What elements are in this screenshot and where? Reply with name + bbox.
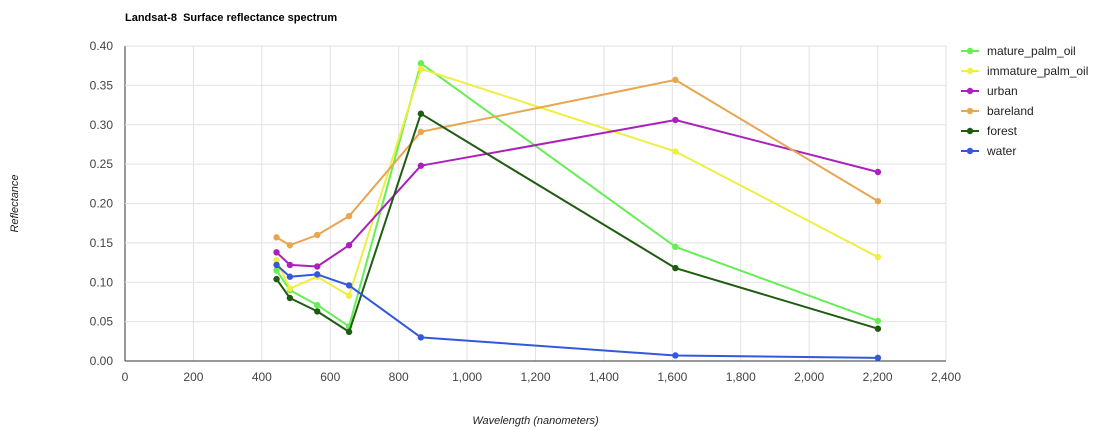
data-point	[273, 267, 280, 274]
data-point	[417, 334, 425, 341]
y-tick-label: 0.35	[90, 78, 114, 92]
legend-label: forest	[987, 124, 1018, 138]
y-tick-label: 0.10	[90, 275, 114, 289]
data-point	[314, 301, 321, 309]
data-point	[874, 253, 882, 261]
data-point	[273, 275, 280, 283]
x-tick-label: 2,400	[931, 370, 961, 384]
data-point	[286, 273, 294, 280]
data-point	[417, 110, 425, 117]
data-point	[345, 212, 353, 220]
x-tick-label: 1,200	[520, 370, 550, 384]
data-point	[417, 65, 425, 73]
axis-label-layer: 0 200 400 600 800 1,000 1,200 1,400 1,600 1,800 2,…	[90, 39, 962, 384]
data-point	[672, 264, 679, 272]
data-point	[345, 282, 353, 289]
x-tick-label: 200	[183, 370, 203, 384]
x-tick-label: 400	[252, 370, 272, 384]
data-point	[273, 249, 280, 256]
x-tick-label: 2,000	[794, 370, 824, 384]
x-tick-label: 1,600	[657, 370, 687, 384]
legend-marker	[966, 67, 974, 75]
data-point	[286, 285, 294, 292]
legend-marker	[966, 107, 974, 115]
legend-label: bareland	[987, 104, 1034, 118]
data-point	[417, 60, 425, 67]
y-tick-label: 0.15	[90, 236, 114, 250]
data-point	[273, 261, 280, 269]
series-line-bareland	[275, 78, 879, 247]
data-point	[874, 325, 882, 332]
y-axis-title: Reflectance	[9, 174, 21, 232]
data-point	[672, 76, 679, 84]
data-point	[672, 352, 679, 359]
data-point	[314, 231, 321, 239]
data-point	[874, 168, 882, 176]
y-tick-label: 0.05	[90, 315, 114, 329]
x-tick-label: 1,400	[589, 370, 619, 384]
data-point	[345, 242, 353, 249]
legend-marker	[966, 87, 974, 95]
y-tick-label: 0.30	[90, 118, 114, 132]
data-point	[314, 271, 321, 278]
y-tick-label: 0.20	[90, 197, 114, 211]
data-point	[286, 294, 294, 302]
legend-marker	[966, 147, 974, 155]
x-tick-label: 0	[122, 370, 129, 384]
y-tick-label: 0.00	[90, 354, 114, 368]
x-tick-label: 1,800	[726, 370, 756, 384]
x-tick-label: 600	[320, 370, 340, 384]
legend-marker	[966, 127, 974, 135]
x-tick-label: 2,200	[863, 370, 893, 384]
x-tick-label: 800	[389, 370, 409, 384]
legend-marker	[966, 47, 974, 55]
data-point	[417, 162, 425, 169]
legend-label: immature_palm_oil	[987, 64, 1088, 78]
data-point	[672, 243, 679, 251]
legend-label: mature_palm_oil	[987, 44, 1076, 58]
series-layer	[273, 60, 882, 362]
data-point	[345, 292, 353, 299]
data-point	[672, 148, 679, 155]
x-tick-label: 1,000	[452, 370, 482, 384]
legend-label: water	[986, 144, 1016, 158]
data-point	[345, 328, 353, 336]
data-point	[874, 197, 882, 205]
data-point	[273, 234, 280, 241]
data-point	[273, 257, 280, 264]
data-point	[286, 261, 294, 269]
y-tick-label: 0.40	[90, 39, 114, 53]
data-point	[417, 128, 425, 136]
grid-layer	[124, 45, 947, 362]
data-point	[874, 354, 882, 362]
data-point	[874, 317, 882, 325]
legend-label: urban	[987, 84, 1018, 98]
chart-title: Landsat-8 Surface reflectance spectrum	[125, 12, 338, 24]
x-axis-title: Wavelength (nanometers)	[472, 415, 599, 427]
y-tick-label: 0.25	[90, 157, 114, 171]
data-point	[314, 263, 321, 270]
series-line-urban	[275, 119, 879, 268]
data-point	[314, 308, 321, 315]
data-point	[286, 242, 294, 249]
data-point	[672, 116, 679, 124]
